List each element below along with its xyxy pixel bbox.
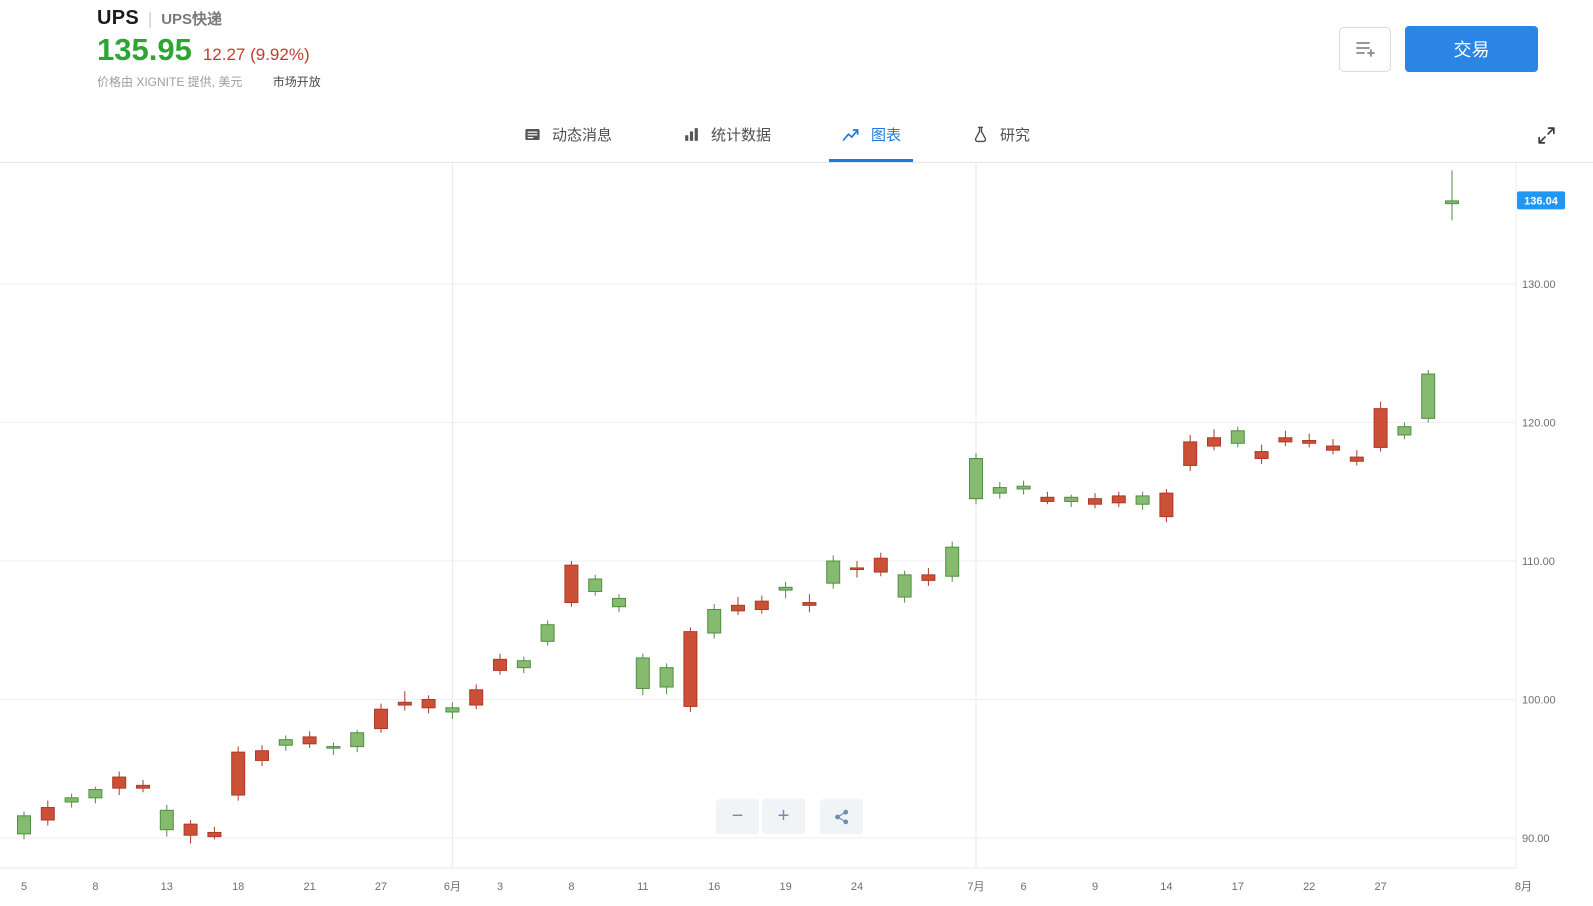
tab-chart[interactable]: 图表 (829, 110, 914, 162)
svg-text:120.00: 120.00 (1522, 418, 1556, 430)
svg-text:3: 3 (497, 881, 503, 893)
svg-text:8: 8 (568, 881, 574, 893)
header-actions: 交易 (1339, 26, 1538, 72)
svg-text:100.00: 100.00 (1522, 695, 1556, 707)
svg-text:19: 19 (779, 881, 791, 893)
instrument-symbol: UPS (97, 7, 140, 29)
svg-text:9: 9 (1092, 881, 1098, 893)
tab-news-feed[interactable]: 动态消息 (511, 110, 624, 162)
current-price: 135.95 (97, 32, 192, 67)
tab-research[interactable]: 研究 (959, 110, 1042, 162)
chart-icon (842, 128, 859, 141)
tab-bar: 动态消息 统计数据 图表 (0, 110, 1593, 163)
research-icon (974, 126, 987, 143)
svg-text:27: 27 (375, 881, 387, 893)
share-icon (834, 809, 848, 824)
trade-button[interactable]: 交易 (1405, 26, 1538, 72)
svg-text:21: 21 (303, 881, 315, 893)
price-source: 价格由 XIGNITE 提供, 美元 (97, 75, 243, 89)
expand-chart-button[interactable] (1534, 123, 1559, 151)
candlestick-chart[interactable]: 90.00 100.00 110.00 120.00 130.00 5 8 13 18 21 27 6… (0, 163, 1593, 906)
feed-icon (525, 128, 540, 141)
chart-area: 90.00 100.00 110.00 120.00 130.00 5 8 13 18 21 27 6… (0, 163, 1593, 906)
tab-statistics[interactable]: 统计数据 (670, 110, 783, 162)
svg-text:16: 16 (708, 881, 720, 893)
svg-text:130.00: 130.00 (1522, 279, 1556, 291)
market-status: 市场开放 (272, 75, 321, 89)
stats-icon (685, 128, 698, 141)
title-separator: | (148, 11, 153, 28)
svg-text:27: 27 (1374, 881, 1386, 893)
svg-text:90.00: 90.00 (1522, 833, 1550, 845)
tab-label: 研究 (1000, 127, 1031, 144)
expand-icon (1538, 127, 1555, 144)
instrument-header: UPS | UPS快递 135.95 12.27 (9.92%) 价格由 XIG… (0, 0, 1593, 110)
tabs-container: 动态消息 统计数据 图表 (0, 110, 1553, 162)
svg-text:24: 24 (851, 881, 863, 893)
svg-text:136.04: 136.04 (1524, 195, 1559, 207)
price-change: 12.27 (9.92%) (202, 45, 310, 64)
share-button[interactable] (820, 799, 863, 834)
svg-text:6: 6 (1021, 881, 1027, 893)
zoom-out-button[interactable]: − (716, 799, 759, 834)
playlist-add-icon (1356, 42, 1375, 57)
add-to-watchlist-button[interactable] (1339, 26, 1391, 72)
svg-text:8: 8 (92, 881, 98, 893)
svg-text:11: 11 (637, 881, 648, 893)
svg-text:8月: 8月 (1515, 881, 1532, 893)
tab-label: 图表 (871, 127, 902, 144)
svg-text:5: 5 (21, 881, 27, 893)
instrument-name: UPS快递 (161, 11, 223, 28)
svg-text:6月: 6月 (444, 881, 461, 893)
svg-text:13: 13 (161, 881, 173, 893)
svg-text:18: 18 (232, 881, 244, 893)
svg-text:17: 17 (1232, 881, 1244, 893)
instrument-info: UPS | UPS快递 135.95 12.27 (9.92%) 价格由 XIG… (97, 7, 321, 90)
zoom-in-button[interactable]: + (762, 799, 805, 834)
svg-text:14: 14 (1160, 881, 1172, 893)
tab-label: 统计数据 (710, 127, 771, 144)
svg-text:22: 22 (1303, 881, 1315, 893)
chart-controls: − + (716, 799, 863, 834)
tab-label: 动态消息 (551, 127, 612, 144)
svg-text:110.00: 110.00 (1522, 556, 1555, 568)
svg-text:7月: 7月 (967, 881, 984, 893)
